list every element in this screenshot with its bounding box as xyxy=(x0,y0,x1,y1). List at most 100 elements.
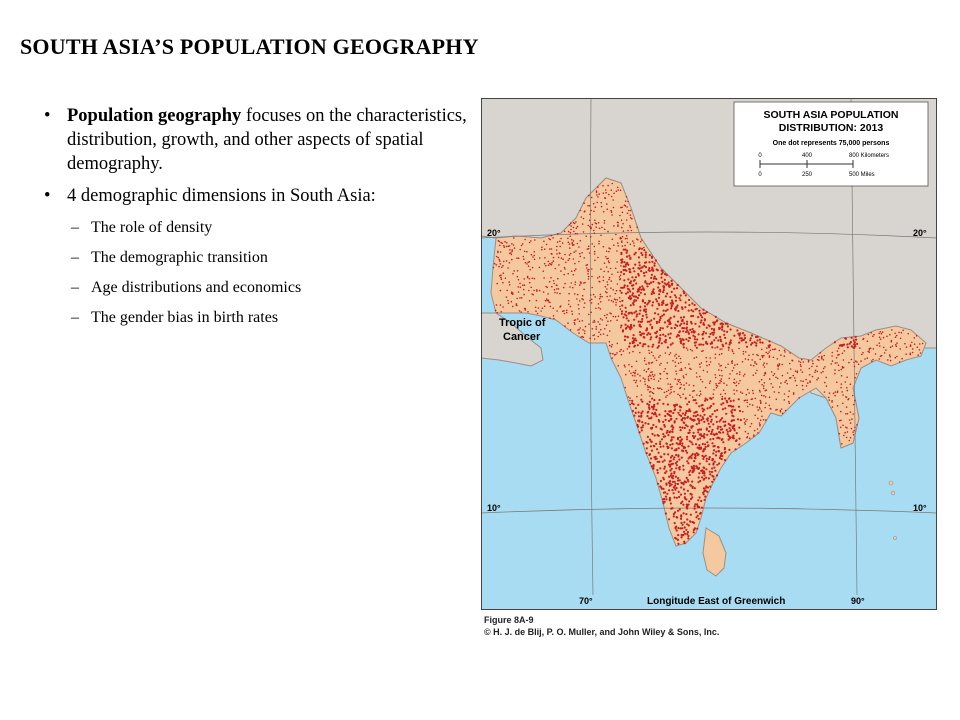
population-dot xyxy=(670,476,673,479)
population-dot xyxy=(794,370,797,373)
population-dot xyxy=(693,303,696,307)
population-dot xyxy=(705,468,708,471)
population-dot xyxy=(708,382,711,385)
population-dot xyxy=(620,353,623,356)
population-dot xyxy=(541,246,543,249)
population-dot xyxy=(744,430,747,433)
population-dot xyxy=(708,463,711,466)
population-dot xyxy=(757,409,759,411)
lat-label-10-left: 10° xyxy=(487,503,501,513)
population-dot xyxy=(512,305,514,308)
population-dot xyxy=(649,461,652,464)
population-dot xyxy=(608,261,610,264)
population-dot xyxy=(677,393,679,396)
population-dot xyxy=(605,324,608,326)
population-dot xyxy=(700,506,704,509)
population-dot xyxy=(671,454,674,457)
population-dot xyxy=(632,403,635,406)
population-dot xyxy=(715,420,718,423)
population-dot xyxy=(657,313,660,316)
population-dot xyxy=(738,443,741,446)
population-dot xyxy=(824,366,826,368)
population-dot xyxy=(662,420,665,423)
population-dot xyxy=(706,433,709,436)
population-dot xyxy=(637,373,639,376)
population-dot xyxy=(744,337,747,340)
population-dot xyxy=(842,424,844,427)
population-dot xyxy=(546,299,548,302)
population-dot xyxy=(653,262,656,265)
population-dot xyxy=(602,192,605,194)
population-dot xyxy=(655,320,658,323)
population-dot xyxy=(503,246,506,248)
population-dot xyxy=(677,380,680,383)
population-dot xyxy=(647,422,650,425)
population-dot xyxy=(821,355,823,358)
population-dots xyxy=(492,182,924,545)
population-dot xyxy=(741,361,744,363)
population-dot xyxy=(686,460,689,463)
population-dot xyxy=(655,336,658,339)
population-dot xyxy=(619,236,622,239)
population-dot xyxy=(515,303,518,305)
population-dot xyxy=(773,391,776,393)
population-dot xyxy=(579,327,582,329)
population-dot xyxy=(678,443,682,446)
population-dot xyxy=(690,426,693,429)
population-dot xyxy=(699,446,703,449)
population-dot xyxy=(701,416,704,419)
population-dot xyxy=(721,417,724,420)
population-dot xyxy=(825,376,827,379)
bullet-dot: • xyxy=(44,106,51,126)
population-dot xyxy=(678,405,681,408)
population-dot xyxy=(556,241,559,243)
population-dot xyxy=(640,270,643,273)
population-dot xyxy=(849,341,852,344)
population-dot xyxy=(670,307,673,310)
population-dot xyxy=(738,426,741,429)
population-dot xyxy=(636,385,639,387)
population-dot xyxy=(723,448,726,451)
population-dot xyxy=(528,289,530,292)
population-dot xyxy=(695,423,698,426)
population-dot xyxy=(652,269,655,272)
population-dot xyxy=(733,393,736,395)
population-dot xyxy=(800,380,802,382)
population-dot xyxy=(755,363,758,365)
population-dot xyxy=(640,412,643,415)
population-dot xyxy=(840,368,843,371)
population-dot xyxy=(499,251,502,253)
population-dot xyxy=(628,254,631,257)
population-dot xyxy=(758,406,761,409)
population-dot xyxy=(822,359,825,361)
population-dot xyxy=(737,398,740,401)
population-dot xyxy=(678,495,681,499)
population-dot xyxy=(621,240,623,242)
population-dot xyxy=(638,294,641,297)
population-dot xyxy=(599,317,602,320)
population-dot xyxy=(690,465,693,468)
population-dot xyxy=(613,244,615,246)
population-dot xyxy=(720,340,723,343)
population-dot xyxy=(896,355,898,358)
population-dot xyxy=(783,399,786,401)
population-dot xyxy=(682,421,685,424)
population-dot xyxy=(689,520,692,523)
population-dot xyxy=(673,326,676,330)
population-dot xyxy=(850,427,853,430)
population-dot xyxy=(571,310,573,313)
population-dot xyxy=(648,261,651,264)
population-dot xyxy=(786,382,788,385)
population-dot xyxy=(692,521,696,524)
population-dot xyxy=(622,316,625,319)
population-dot xyxy=(587,205,589,207)
population-dot xyxy=(911,348,914,350)
population-dot xyxy=(663,500,666,503)
sub-item-text: The role of density xyxy=(91,219,213,236)
population-dot xyxy=(808,367,811,370)
population-dot xyxy=(523,250,526,253)
population-dot xyxy=(655,268,658,271)
population-dot xyxy=(671,430,674,433)
population-dot xyxy=(511,293,514,295)
population-dot xyxy=(821,357,823,360)
